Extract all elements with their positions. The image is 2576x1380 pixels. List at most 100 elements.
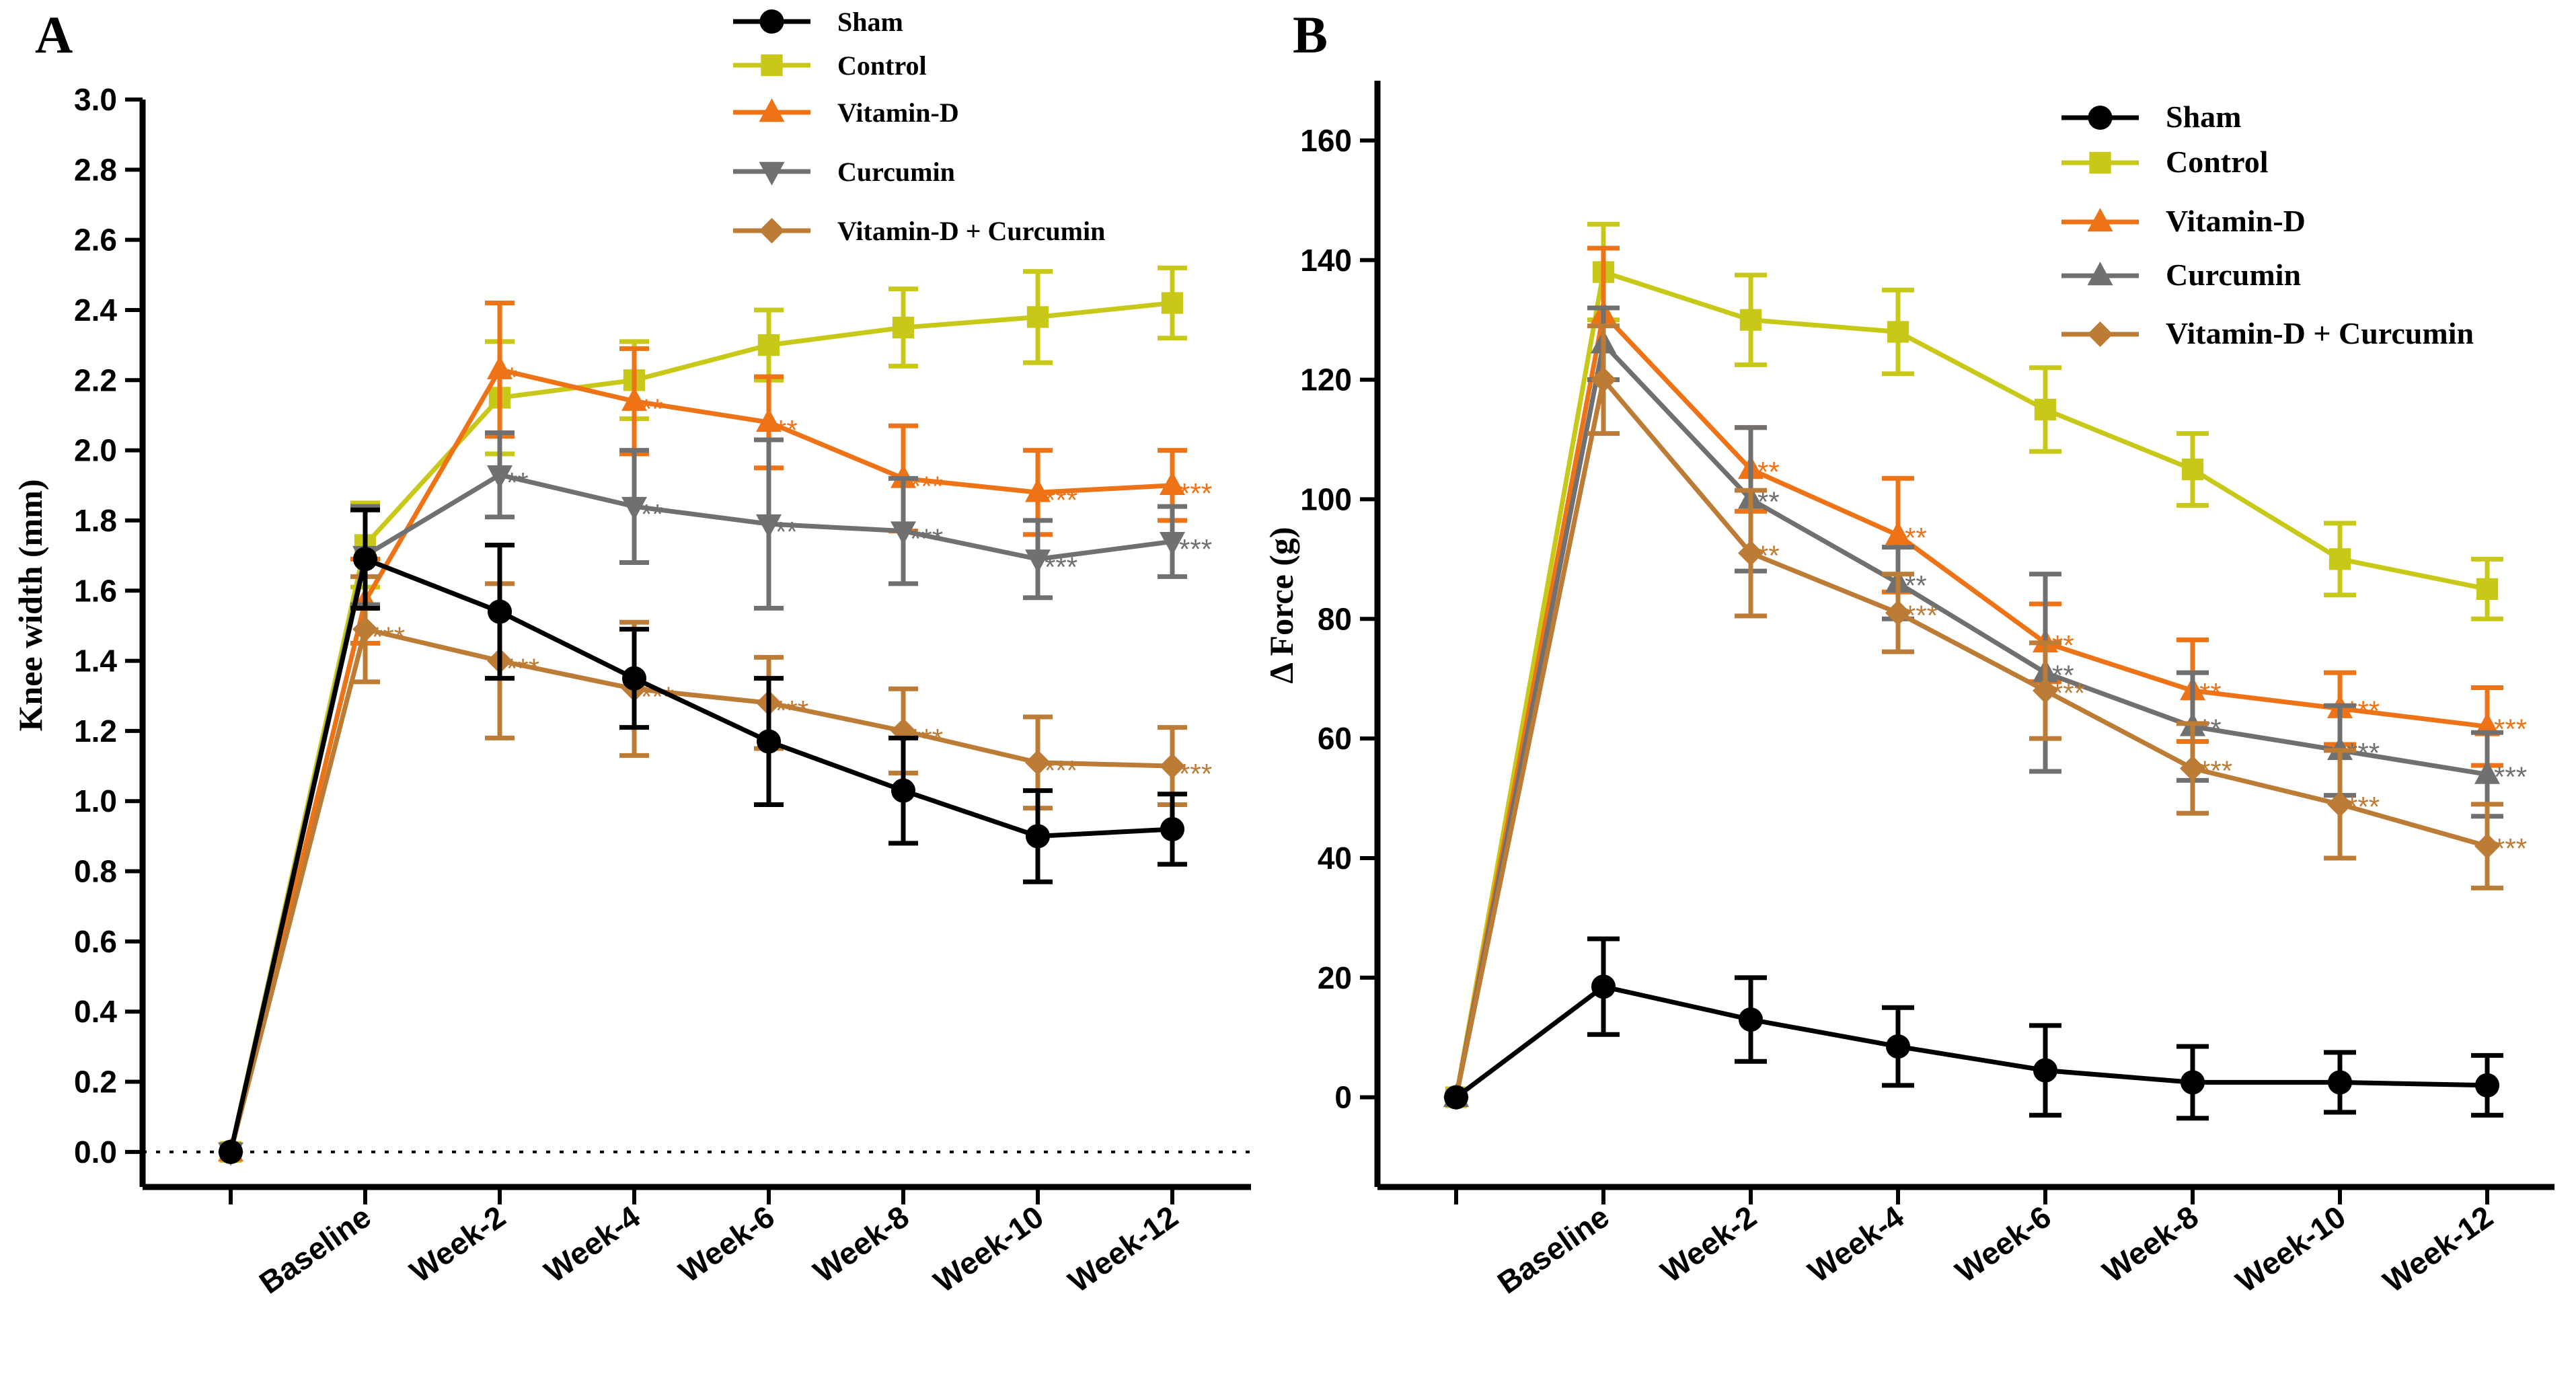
legend-item-vitamin-d: Vitamin-D	[733, 98, 959, 128]
data-point	[2328, 548, 2351, 570]
significance-label: **	[641, 498, 663, 530]
x-tick-label: Week-12	[2377, 1199, 2499, 1299]
series-line	[228, 555, 1173, 1153]
legend-item-vitamin-d-curcumin: Vitamin-D + Curcumin	[2061, 316, 2474, 350]
y-tick-label: 1.8	[74, 503, 117, 538]
legend-marker	[2087, 262, 2113, 286]
legend-label: Control	[837, 50, 927, 81]
data-point	[2327, 791, 2353, 817]
significance-label: ***	[1179, 758, 1212, 790]
legend-marker	[761, 54, 783, 77]
data-point	[2180, 1070, 2205, 1095]
data-point	[2476, 578, 2499, 600]
data-point	[621, 496, 647, 521]
legend-item-sham: Sham	[733, 7, 903, 37]
y-tick-label: 1.6	[74, 573, 117, 608]
data-point	[487, 355, 513, 379]
y-tick-label: 100	[1300, 482, 1352, 516]
data-point	[2034, 398, 2057, 421]
y-tick-label: 1.4	[74, 644, 117, 679]
legend-marker	[2088, 105, 2113, 130]
data-point	[487, 465, 513, 490]
significance-label: **	[2199, 677, 2222, 709]
y-tick-label: 2.6	[74, 223, 117, 258]
x-tick-label: Week-4	[1802, 1198, 1910, 1289]
series-line	[228, 626, 1173, 1153]
data-point	[2033, 1058, 2058, 1083]
significance-label: **	[2052, 659, 2074, 691]
data-point	[1738, 540, 1764, 566]
y-tick-label: 2.4	[74, 293, 117, 328]
data-point	[1160, 471, 1185, 496]
y-tick-label: 160	[1300, 123, 1352, 158]
y-tick-label: 0.0	[74, 1135, 117, 1170]
x-tick-label: Week-8	[2096, 1199, 2205, 1290]
significance-label: ***	[2347, 695, 2380, 727]
data-point	[352, 547, 378, 572]
legend-item-curcumin: Curcumin	[733, 157, 955, 187]
legend-label: Vitamin-D + Curcumin	[837, 216, 1105, 246]
legend-label: Vitamin-D + Curcumin	[2166, 316, 2474, 350]
significance-label: **	[641, 393, 663, 425]
significance-label: **	[1757, 456, 1780, 488]
data-point	[1026, 306, 1049, 328]
panel-b-label: B	[1293, 5, 1328, 64]
data-point	[1739, 309, 1762, 331]
series-line	[228, 301, 1173, 1153]
significance-label: ***	[1045, 484, 1077, 516]
data-point	[2180, 755, 2205, 781]
legend-marker	[759, 9, 784, 34]
significance-label: ***	[775, 695, 808, 726]
data-point	[756, 408, 782, 432]
data-point	[756, 514, 782, 539]
legend-item-control: Control	[733, 50, 927, 81]
x-tick-label: Week-6	[1949, 1199, 2057, 1290]
x-tick-label: Baseline	[1491, 1199, 1616, 1301]
series-curcumin: ****** *********	[218, 430, 1212, 1166]
x-tick-label: Week-2	[404, 1199, 512, 1290]
significance-label: ***	[2494, 713, 2527, 744]
series-line	[1453, 338, 2488, 1098]
x-tick-label: Week-6	[673, 1199, 781, 1290]
data-point	[2327, 1070, 2353, 1095]
data-point	[1591, 367, 1616, 393]
panel-a-chart: 0.0 0.2 0.4 0.6 0.8 1.0 1.2 1.4 1.6 1.8 2.0 2.2 2.4 2…	[74, 7, 1251, 1301]
significance-label: ***	[2494, 833, 2527, 864]
series-sham	[218, 507, 1187, 1164]
data-point	[757, 334, 780, 356]
data-point	[891, 778, 916, 803]
y-tick-label: 3.0	[74, 82, 117, 117]
series-sham	[1443, 936, 2503, 1121]
legend-label: Curcumin	[837, 157, 955, 187]
x-tick-label: Week-4	[538, 1198, 646, 1289]
significance-label: *	[506, 362, 517, 393]
panel-b-chart: 0 20 40 60 80 100 120 140 160 Baseline Week-2 Week-…	[1300, 81, 2554, 1301]
series-line	[1453, 268, 2488, 1098]
legend-item-vitamin-d-curcumin: Vitamin-D + Curcumin	[733, 216, 1105, 246]
y-tick-label: 2.2	[74, 362, 117, 397]
y-tick-label: 20	[1318, 960, 1352, 995]
significance-label: ***	[2494, 761, 2527, 792]
legend-label: Vitamin-D	[2166, 204, 2306, 238]
data-point	[487, 599, 513, 624]
series-line	[1453, 309, 2488, 1098]
significance-label: ***	[1179, 533, 1212, 565]
y-tick-label: 80	[1318, 601, 1352, 636]
x-tick-label: Week-10	[927, 1199, 1050, 1299]
legend-label: Sham	[2166, 100, 2241, 134]
significance-label: **	[2199, 713, 2222, 744]
legend-label: Sham	[837, 7, 903, 37]
data-point	[1025, 478, 1051, 502]
series-line	[228, 367, 1173, 1153]
significance-label: ***	[2199, 755, 2232, 787]
data-point	[1885, 521, 1911, 545]
y-tick-label: 140	[1300, 243, 1352, 278]
significance-label: **	[1757, 539, 1780, 571]
data-point	[1887, 321, 1909, 343]
x-tick-label: Week-12	[1062, 1199, 1184, 1299]
y-tick-label: 1.0	[74, 783, 117, 818]
significance-label: ***	[2052, 677, 2085, 709]
legend-label: Control	[2166, 145, 2269, 179]
data-point	[1443, 1085, 1469, 1110]
legend-marker	[2089, 151, 2111, 174]
